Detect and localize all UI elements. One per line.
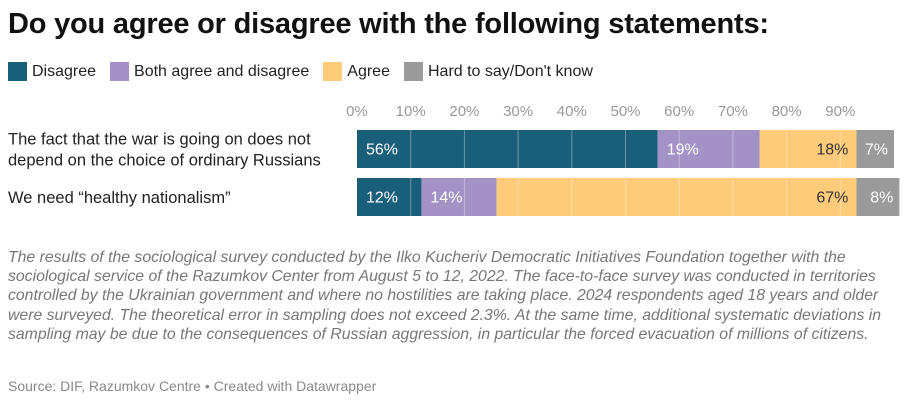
- bar-value-label: 12%: [366, 190, 398, 207]
- x-tick-label: 30%: [503, 103, 533, 120]
- bar-rows: The fact that the war is going on does n…: [8, 130, 900, 216]
- bar-value-label: 67%: [816, 190, 848, 207]
- category-label: We need “healthy nationalism”: [8, 189, 231, 207]
- bar-value-label: 14%: [430, 190, 462, 207]
- bar-segment: [357, 178, 422, 216]
- x-tick-label: 80%: [772, 103, 802, 120]
- source-credit: Source: DIF, Razumkov Centre • Created w…: [8, 378, 377, 394]
- x-tick-label: 50%: [610, 103, 640, 120]
- x-tick-label: 0%: [346, 103, 368, 120]
- methodology-note: The results of the sociological survey c…: [8, 249, 882, 343]
- bar-segment: [421, 178, 497, 216]
- bar-value-label: 19%: [667, 142, 699, 159]
- legend-swatch-both: [110, 62, 130, 81]
- x-tick-label: 90%: [825, 103, 855, 120]
- stacked-bar-chart: 0% 10% 20% 30% 40% 50% 60% 70% 80% 90% The fact t…: [8, 103, 900, 216]
- bar-value-label: 7%: [865, 142, 888, 159]
- x-tick-label: 20%: [449, 103, 479, 120]
- bar-segment: [759, 130, 857, 168]
- legend-label-disagree: Disagree: [32, 62, 97, 80]
- legend-item-hard-to-say: Hard to say/Don't know: [403, 62, 593, 81]
- legend-item-both: Both agree and disagree: [110, 62, 309, 81]
- chart-title: Do you agree or disagree with the follow…: [8, 8, 769, 40]
- x-tick-label: 10%: [396, 103, 426, 120]
- value-labels: 56% 19% 18% 7% 12% 14% 67% 8%: [366, 142, 893, 207]
- x-tick-label: 60%: [664, 103, 694, 120]
- bar-value-label: 18%: [816, 142, 848, 159]
- bar-segment: [657, 130, 760, 168]
- x-tick-label: 70%: [718, 103, 748, 120]
- gridlines: [410, 130, 841, 216]
- bar-value-label: 56%: [366, 142, 398, 159]
- legend-swatch-disagree: [8, 62, 27, 81]
- legend-label-agree: Agree: [347, 62, 390, 80]
- x-tick-label: 40%: [557, 103, 587, 120]
- legend-item-agree: Agree: [323, 62, 390, 81]
- legend-swatch-agree: [323, 62, 343, 81]
- legend-swatch-hard-to-say: [403, 62, 423, 81]
- legend-label-both: Both agree and disagree: [134, 62, 310, 80]
- legend-item-disagree: Disagree: [8, 62, 96, 81]
- x-axis-ticks: 0% 10% 20% 30% 40% 50% 60% 70% 80% 90%: [346, 103, 855, 120]
- bar-segment: [856, 178, 900, 216]
- legend-label-hard-to-say: Hard to say/Don't know: [427, 62, 593, 80]
- category-label: The fact that the war is going on does n…: [8, 131, 321, 170]
- bar-segment: [496, 178, 857, 216]
- bar-segment: [357, 130, 658, 168]
- legend: Disagree Both agree and disagree Agree H…: [8, 62, 607, 81]
- bar-segment: [856, 130, 894, 168]
- bar-value-label: 8%: [870, 190, 893, 207]
